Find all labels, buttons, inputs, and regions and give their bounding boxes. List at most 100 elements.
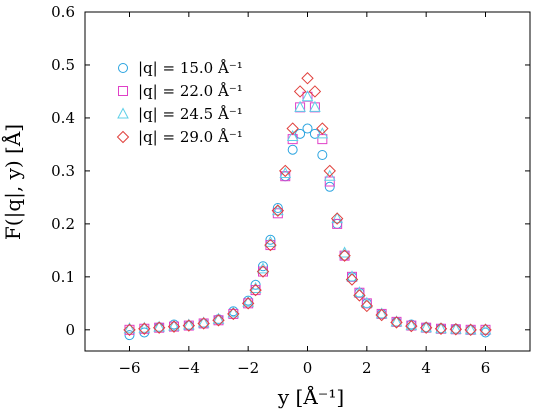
series-4-point (241, 297, 255, 310)
y-tick-label: 0.4 (51, 109, 75, 127)
series-4-point (301, 72, 314, 85)
series-3-point (212, 312, 225, 324)
y-tick-label: 0.5 (51, 56, 75, 74)
series-4-point (323, 164, 336, 178)
legend-marker-2 (118, 86, 128, 96)
legend-label-4: |q| = 29.0 Å⁻¹ (138, 128, 243, 146)
legend: |q| = 15.0 Å⁻¹ |q| = 22.0 Å⁻¹ |q| = 24.5 Å… (116, 59, 243, 146)
legend-label-3: |q| = 24.5 Å⁻¹ (138, 105, 243, 123)
x-axis-title: y [Å⁻¹] (277, 384, 344, 409)
series-1-point (124, 330, 135, 341)
series-4-point (308, 85, 322, 98)
series-2-point (183, 320, 194, 331)
series-3-point (123, 322, 136, 334)
x-tick-label: −2 (237, 359, 259, 377)
legend-marker-1 (118, 63, 128, 73)
series-1-point (265, 234, 276, 245)
series-4-point (256, 265, 270, 278)
series-3-point (272, 204, 284, 216)
x-tick-label: 6 (481, 359, 491, 377)
series-4-point (271, 204, 285, 217)
series-1-point (250, 279, 261, 290)
series-1-point (295, 128, 306, 139)
series-1-points (124, 123, 491, 341)
series-4-point (293, 85, 307, 98)
series-1-point (324, 181, 335, 192)
series-2-point (228, 308, 239, 319)
series-4-point (197, 317, 210, 330)
series-4-point (279, 164, 292, 178)
legend-label-2: |q| = 22.0 Å⁻¹ (138, 82, 243, 100)
series-4-point (227, 307, 240, 321)
series-4-point (375, 308, 388, 322)
x-tick-label: 0 (303, 359, 313, 377)
series-2-point (332, 218, 343, 229)
series-4-point (152, 321, 166, 334)
series-3-point (286, 129, 299, 141)
x-tick-label: 4 (421, 359, 431, 377)
y-axis-title: F(|q|, y) [Å] (0, 124, 26, 240)
y-tick-label: 0 (65, 321, 75, 339)
x-tick-label: −6 (118, 359, 140, 377)
legend-label-1: |q| = 15.0 Å⁻¹ (138, 59, 243, 77)
series-2-point (169, 321, 179, 332)
series-4-point (167, 320, 181, 333)
series-1-point (302, 123, 313, 134)
series-3-point (405, 319, 418, 331)
series-4-point (316, 122, 329, 135)
series-3-point (197, 316, 210, 328)
series-3-point (257, 262, 269, 274)
series-2-point (154, 322, 165, 333)
series-3-point (420, 321, 432, 333)
series-4-point (419, 321, 433, 334)
series-4-point (434, 322, 448, 335)
series-3-point (279, 166, 292, 179)
legend-marker-3 (117, 107, 129, 119)
series-3-point (450, 322, 462, 334)
series-2-point (250, 285, 261, 296)
series-4-point (264, 238, 277, 252)
series-4-point (249, 283, 262, 297)
series-3-point (479, 323, 492, 335)
series-2-point (324, 176, 335, 187)
y-tick-label: 0.3 (51, 162, 75, 180)
data-marks (123, 72, 492, 341)
series-4-point (138, 322, 151, 335)
series-4-point (330, 212, 344, 225)
series-1-point (287, 144, 298, 155)
series-4-point (182, 319, 196, 332)
series-4-point (345, 273, 359, 286)
legend-marker-4 (116, 130, 130, 144)
series-4-point (390, 316, 403, 329)
series-1-point (258, 261, 268, 272)
series-3-point (464, 323, 477, 335)
y-tick-label: 0.1 (51, 268, 75, 286)
series-3-point (264, 235, 277, 247)
y-tick-label: 0.6 (51, 3, 75, 21)
series-3-point (390, 315, 403, 327)
series-3-point (183, 318, 195, 330)
series-3-point (153, 320, 165, 332)
series-4-point (353, 289, 366, 302)
x-tick-label: −4 (178, 359, 200, 377)
axis-ticks: −6 −4 −2 0 2 4 6 0 0.1 0.2 0.3 0.4 0.5 0.6 (51, 3, 530, 377)
series-4-point (360, 299, 374, 313)
series-3-point (309, 100, 321, 112)
series-4-point (405, 319, 418, 333)
series-3-point (227, 306, 240, 318)
series-3-point (138, 321, 151, 333)
x-tick-label: 2 (362, 359, 372, 377)
series-2-point (139, 323, 150, 334)
series-3-point (435, 322, 447, 334)
series-3-point (301, 90, 314, 102)
series-3-point (316, 127, 329, 139)
series-2-point (198, 318, 209, 329)
series-3-point (168, 319, 180, 331)
series-3-point (331, 212, 343, 224)
series-4-point (286, 122, 299, 135)
series-2-point (124, 324, 135, 335)
series-4-points (123, 72, 492, 337)
series-4-point (479, 323, 492, 337)
series-4-point (449, 323, 463, 336)
